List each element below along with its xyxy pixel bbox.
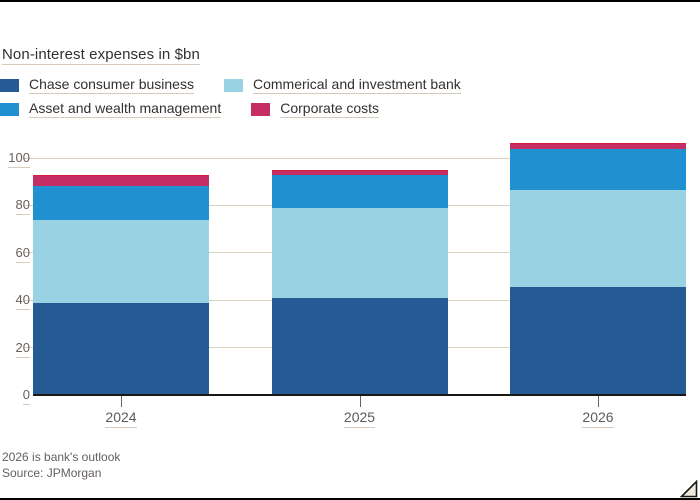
legend-item-chase-consumer-business: Chase consumer business (0, 77, 194, 94)
legend-label-chase-consumer-business: Chase consumer business (29, 76, 194, 94)
x-axis-label-text: 2026 (582, 409, 614, 428)
legend-swatch-asset-and-wealth-management (0, 103, 19, 116)
resize-corner-icon[interactable] (680, 480, 698, 498)
legend-swatch-corporate-costs (251, 103, 271, 116)
bar-2026 (510, 142, 686, 395)
frame-top-border (0, 0, 700, 2)
x-axis-label-2026: 2026 (558, 409, 638, 428)
legend-label-asset-and-wealth-management: Asset and wealth management (29, 100, 222, 118)
bar-segment-2024-corporate-costs (33, 174, 209, 187)
legend-row: Chase consumer business Commerical and i… (0, 77, 461, 94)
y-axis-label-text: 40 (15, 292, 30, 311)
x-axis-tick-2026 (598, 396, 599, 407)
legend-item-commercial-and-investment-bank: Commerical and investment bank (223, 76, 461, 94)
bar-2025 (271, 169, 448, 395)
bar-segment-2026-chase-consumer-business (510, 287, 686, 395)
x-axis-label-text: 2025 (343, 409, 376, 428)
y-axis-label-20: 20 (0, 339, 30, 358)
y-axis-label-60: 60 (0, 244, 30, 263)
bar-segment-2024-chase-consumer-business (33, 302, 209, 395)
bar-segment-2024-commerical-and-investment-bank (33, 219, 209, 303)
x-axis-tick-2024 (121, 396, 122, 407)
bar-segment-2026-corporate-costs (510, 142, 686, 149)
bar-segment-2025-asset-and-wealth-management (271, 174, 448, 208)
chart-legend: Chase consumer business Commerical and i… (0, 77, 461, 118)
legend-row: Asset and wealth management Corporate co… (0, 101, 461, 118)
legend-item-asset-and-wealth-management: Asset and wealth management (0, 100, 222, 118)
chart-source: Source: JPMorgan (2, 466, 102, 480)
x-axis-baseline (33, 394, 686, 396)
chart-title-text: Non-interest expenses in $bn (2, 46, 200, 65)
y-axis-label-text: 80 (15, 197, 30, 216)
bar-segment-2024-asset-and-wealth-management (33, 186, 209, 220)
bar-2024 (33, 174, 209, 395)
legend-swatch-chase-consumer-business (0, 79, 19, 92)
gridline-100 (24, 157, 686, 159)
legend-label-corporate-costs: Corporate costs (280, 100, 380, 118)
legend-item-corporate-costs: Corporate costs (251, 100, 380, 118)
y-axis-label-text: 100 (8, 150, 30, 168)
legend-label-commercial-and-investment-bank: Commerical and investment bank (252, 76, 461, 94)
y-axis-label-40: 40 (0, 292, 30, 311)
x-axis-label-text: 2024 (105, 409, 137, 428)
chart-footnote: 2026 is bank's outlook (2, 450, 121, 464)
y-axis-label-0: 0 (0, 387, 30, 405)
frame-bottom-border (0, 498, 700, 500)
x-axis-tick-2025 (359, 396, 361, 407)
bar-segment-2025-chase-consumer-business (271, 297, 448, 395)
bar-segment-2025-corporate-costs (271, 169, 448, 175)
y-axis-label-80: 80 (0, 197, 30, 216)
chart-footer: 2026 is bank's outlook Source: JPMorgan (2, 449, 120, 481)
chart-title: Non-interest expenses in $bn (2, 46, 200, 65)
y-axis-label-text: 20 (15, 339, 30, 358)
bar-segment-2025-commerical-and-investment-bank (271, 207, 448, 298)
y-axis-label-100: 100 (0, 150, 30, 168)
legend-swatch-commercial-and-investment-bank (223, 79, 243, 92)
x-axis-label-2025: 2025 (320, 409, 400, 428)
bar-segment-2026-commerical-and-investment-bank (510, 189, 686, 288)
y-axis-label-text: 60 (15, 244, 30, 263)
bar-segment-2026-asset-and-wealth-management (510, 148, 686, 190)
x-axis-label-2024: 2024 (81, 409, 161, 428)
y-axis-label-text: 0 (22, 387, 30, 405)
